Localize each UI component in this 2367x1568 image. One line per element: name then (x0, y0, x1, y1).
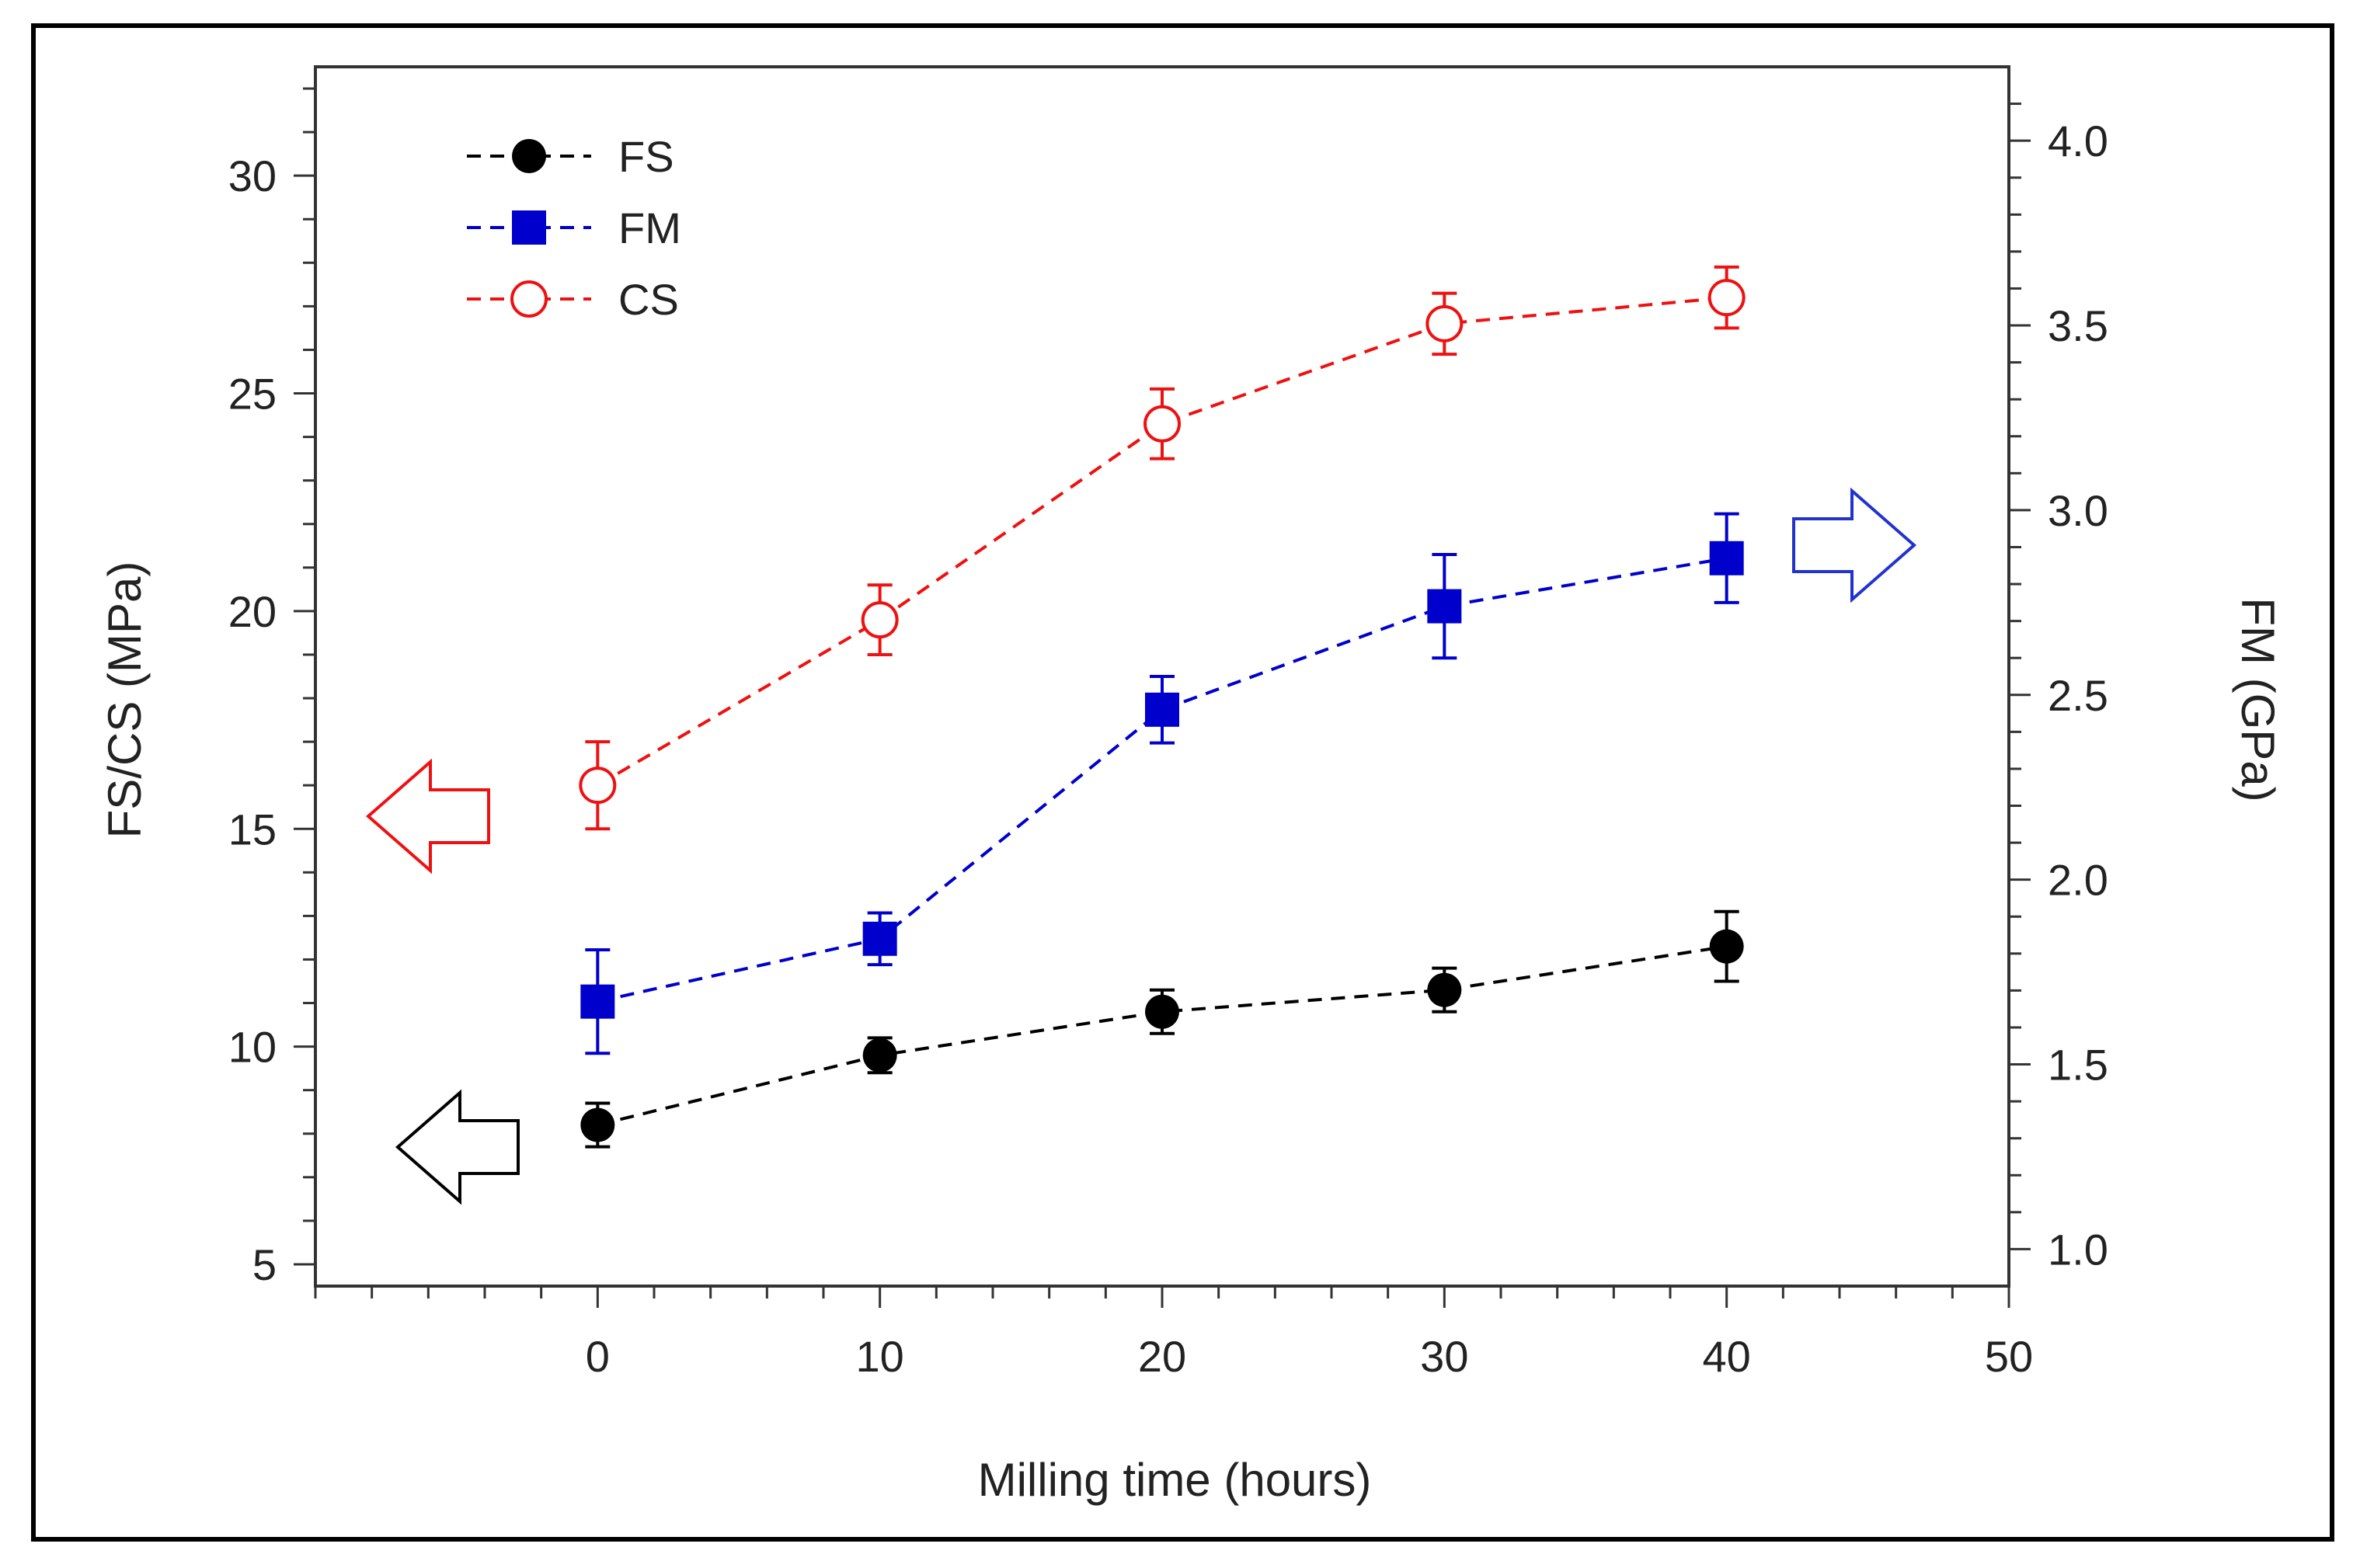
left-arrow-black-icon (395, 1089, 520, 1205)
legend-item-fs: FS (467, 132, 674, 181)
y-right-tick-label: 1.5 (2048, 1041, 2108, 1090)
legend-marker (512, 210, 546, 245)
y-right-tick-label: 4.0 (2048, 116, 2108, 165)
data-point (580, 1107, 615, 1142)
x-tick-label: 50 (1985, 1332, 2033, 1381)
y-left-tick-label: 5 (252, 1240, 277, 1289)
data-point (580, 984, 615, 1019)
x-tick-label: 40 (1703, 1332, 1751, 1381)
y-left-tick-label: 25 (228, 370, 277, 419)
data-point (1425, 304, 1464, 342)
data-point (862, 1038, 897, 1073)
left-arrow-red-icon (365, 758, 490, 874)
legend-label: FM (618, 203, 681, 252)
series-cs (579, 265, 1746, 831)
x-axis-label: Milling time (hours) (978, 1454, 1372, 1506)
figure-frame: 0 10 20 30 40 50 5 10 15 20 25 30 1.0 1.5 2.0 2.5 3.0 3.5… (31, 23, 2334, 1542)
data-point (1145, 692, 1179, 727)
x-tick-label: 30 (1420, 1332, 1468, 1381)
series-layer (579, 265, 1746, 1149)
y-left-tick-label: 30 (228, 151, 277, 200)
y-right-tick-label: 1.0 (2048, 1225, 2108, 1274)
legend-label: FS (618, 132, 674, 181)
chart: 0 10 20 30 40 50 5 10 15 20 25 30 1.0 1.5 2.0 2.5 3.0 3.5… (99, 65, 2284, 1506)
y-right-tick-label: 2.5 (2048, 671, 2108, 720)
data-point (1145, 994, 1179, 1029)
series-line (597, 944, 1727, 1127)
data-point (579, 767, 617, 805)
series-fs (580, 909, 1744, 1149)
data-point (1707, 279, 1746, 317)
y-axis-label-left: FS/CS (MPa) (99, 561, 151, 839)
y-axis-label-right: FM (GPa) (2232, 597, 2284, 801)
series-line (597, 296, 1727, 787)
annotations (365, 487, 1917, 1205)
data-point (1427, 972, 1462, 1007)
y-right-tick-label: 2.0 (2048, 856, 2108, 905)
data-point (1143, 405, 1181, 443)
legend-label: CS (618, 275, 679, 324)
y-right-tick-label: 3.0 (2048, 486, 2108, 535)
series-fm (580, 512, 1744, 1055)
legend-marker (510, 280, 548, 318)
y-left-tick-label: 10 (228, 1023, 277, 1072)
legend-item-cs: CS (467, 275, 679, 324)
series-line (597, 556, 1728, 1003)
legend: FS FM CS (467, 132, 681, 324)
x-tick-label: 20 (1138, 1332, 1186, 1381)
data-point (1709, 541, 1744, 575)
x-tick-label: 10 (856, 1332, 904, 1381)
data-point (862, 921, 897, 956)
data-point (1709, 929, 1744, 964)
axes: 0 10 20 30 40 50 5 10 15 20 25 30 1.0 1.5 2.0 2.5 3.0 3.5… (228, 65, 2108, 1381)
y-left-tick-label: 20 (228, 587, 277, 636)
y-right-tick-label: 3.5 (2048, 301, 2108, 350)
right-arrow-blue-icon (1792, 487, 1917, 603)
data-point (861, 601, 899, 639)
legend-item-fm: FM (467, 203, 681, 252)
x-tick-label: 0 (586, 1332, 610, 1381)
data-point (1427, 589, 1462, 624)
y-left-tick-label: 15 (228, 805, 277, 854)
legend-marker (512, 139, 546, 173)
